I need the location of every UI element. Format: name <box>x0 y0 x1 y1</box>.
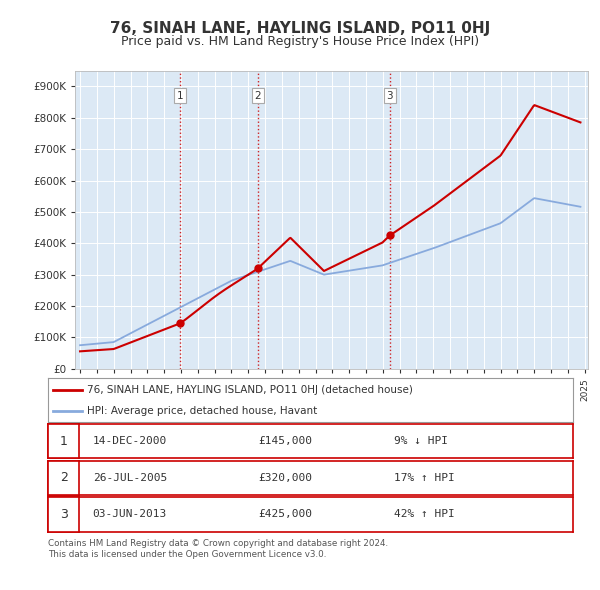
Text: 14-DEC-2000: 14-DEC-2000 <box>92 437 167 446</box>
Text: £320,000: £320,000 <box>258 473 312 483</box>
Text: 1: 1 <box>177 91 184 101</box>
Text: Price paid vs. HM Land Registry's House Price Index (HPI): Price paid vs. HM Land Registry's House … <box>121 35 479 48</box>
Text: 76, SINAH LANE, HAYLING ISLAND, PO11 0HJ: 76, SINAH LANE, HAYLING ISLAND, PO11 0HJ <box>110 21 490 35</box>
Text: 1: 1 <box>59 435 68 448</box>
Text: 26-JUL-2005: 26-JUL-2005 <box>92 473 167 483</box>
Text: 3: 3 <box>386 91 393 101</box>
Text: 2: 2 <box>59 471 68 484</box>
Text: Contains HM Land Registry data © Crown copyright and database right 2024.
This d: Contains HM Land Registry data © Crown c… <box>48 539 388 559</box>
Text: 2: 2 <box>254 91 261 101</box>
Text: 3: 3 <box>59 508 68 521</box>
Text: 76, SINAH LANE, HAYLING ISLAND, PO11 0HJ (detached house): 76, SINAH LANE, HAYLING ISLAND, PO11 0HJ… <box>88 385 413 395</box>
Text: 42% ↑ HPI: 42% ↑ HPI <box>395 510 455 519</box>
Text: 9% ↓ HPI: 9% ↓ HPI <box>395 437 449 446</box>
Text: £425,000: £425,000 <box>258 510 312 519</box>
Text: £145,000: £145,000 <box>258 437 312 446</box>
Text: 03-JUN-2013: 03-JUN-2013 <box>92 510 167 519</box>
Text: 17% ↑ HPI: 17% ↑ HPI <box>395 473 455 483</box>
Text: HPI: Average price, detached house, Havant: HPI: Average price, detached house, Hava… <box>88 406 317 416</box>
